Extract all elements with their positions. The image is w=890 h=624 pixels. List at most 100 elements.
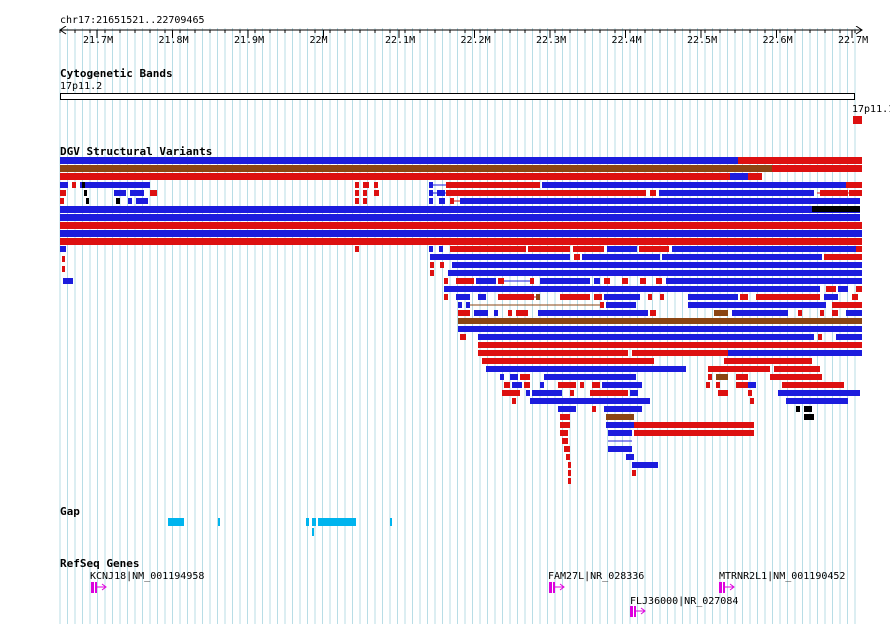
dgv-variant[interactable] (708, 374, 712, 380)
dgv-variant[interactable] (516, 310, 528, 316)
dgv-variant[interactable] (530, 278, 534, 284)
dgv-variant[interactable] (607, 246, 637, 252)
dgv-variant[interactable] (660, 294, 664, 300)
dgv-variant[interactable] (648, 294, 652, 300)
dgv-variant[interactable] (458, 302, 462, 308)
dgv-variant[interactable] (60, 238, 862, 245)
dgv-variant[interactable] (568, 470, 571, 476)
dgv-variant[interactable] (786, 398, 848, 404)
dgv-variant[interactable] (458, 310, 470, 316)
dgv-variant[interactable] (570, 390, 574, 396)
dgv-variant[interactable] (634, 430, 754, 436)
dgv-variant[interactable] (452, 262, 862, 268)
dgv-variant[interactable] (564, 446, 570, 452)
dgv-variant[interactable] (363, 182, 369, 188)
dgv-variant[interactable] (736, 374, 748, 380)
dgv-variant[interactable] (450, 198, 454, 204)
dgv-variant[interactable] (606, 302, 636, 308)
dgv-variant[interactable] (634, 422, 754, 428)
dgv-variant[interactable] (573, 246, 577, 252)
dgv-variant[interactable] (510, 374, 518, 380)
dgv-variant[interactable] (482, 358, 654, 364)
dgv-variant[interactable] (576, 246, 604, 252)
dgv-variant[interactable] (544, 374, 636, 380)
dgv-variant[interactable] (818, 334, 822, 340)
dgv-variant[interactable] (450, 246, 526, 252)
dgv-variant[interactable] (116, 198, 120, 204)
dgv-variant[interactable] (430, 270, 434, 276)
dgv-variant[interactable] (444, 278, 448, 284)
gene-mtrnr2l1[interactable] (723, 582, 725, 593)
dgv-variant[interactable] (632, 470, 636, 476)
dgv-variant[interactable] (608, 430, 632, 436)
dgv-variant[interactable] (740, 294, 748, 300)
dgv-variant[interactable] (666, 278, 862, 284)
dgv-variant[interactable] (444, 294, 448, 300)
dgv-variant[interactable] (60, 230, 862, 237)
gap-feature[interactable] (306, 518, 309, 526)
dgv-variant[interactable] (774, 366, 820, 372)
dgv-variant[interactable] (528, 246, 570, 252)
dgv-variant[interactable] (150, 190, 157, 196)
dgv-variant[interactable] (84, 190, 87, 196)
dgv-variant[interactable] (478, 334, 814, 340)
gap-feature[interactable] (318, 518, 356, 526)
dgv-variant[interactable] (500, 374, 504, 380)
dgv-variant[interactable] (474, 310, 488, 316)
dgv-variant[interactable] (659, 190, 814, 196)
dgv-variant[interactable] (439, 246, 443, 252)
dgv-variant[interactable] (594, 294, 602, 300)
gene-mtrnr2l1[interactable] (719, 582, 722, 593)
dgv-variant[interactable] (374, 182, 378, 188)
dgv-variant[interactable] (60, 198, 64, 204)
dgv-variant[interactable] (363, 190, 367, 196)
dgv-variant[interactable] (662, 254, 822, 260)
dgv-variant[interactable] (532, 390, 562, 396)
dgv-variant[interactable] (60, 246, 66, 252)
dgv-variant[interactable] (770, 374, 822, 380)
dgv-variant[interactable] (560, 422, 570, 428)
dgv-variant[interactable] (832, 310, 838, 316)
dgv-variant[interactable] (130, 190, 144, 196)
dgv-variant[interactable] (728, 350, 862, 356)
dgv-variant[interactable] (824, 254, 862, 260)
dgv-variant[interactable] (560, 430, 568, 436)
dgv-variant[interactable] (718, 390, 728, 396)
dgv-variant[interactable] (846, 310, 862, 316)
gene-kcnj18[interactable] (95, 582, 97, 593)
dgv-variant[interactable] (60, 173, 730, 180)
dgv-variant[interactable] (374, 190, 379, 196)
dgv-variant[interactable] (688, 294, 738, 300)
dgv-variant[interactable] (476, 278, 496, 284)
dgv-variant[interactable] (363, 198, 367, 204)
dgv-variant[interactable] (536, 294, 540, 300)
gene-flj36000[interactable] (630, 606, 633, 617)
dgv-variant[interactable] (60, 157, 738, 164)
dgv-variant[interactable] (542, 182, 862, 188)
dgv-variant[interactable] (355, 190, 359, 196)
dgv-variant[interactable] (80, 182, 150, 188)
dgv-variant[interactable] (856, 286, 862, 292)
dgv-variant[interactable] (86, 198, 89, 204)
dgv-variant[interactable] (778, 390, 860, 396)
dgv-variant[interactable] (804, 406, 812, 412)
gap-feature[interactable] (218, 518, 220, 526)
dgv-variant[interactable] (796, 406, 800, 412)
dgv-variant[interactable] (504, 382, 510, 388)
gene-fam27l[interactable] (549, 582, 552, 593)
dgv-variant[interactable] (538, 310, 648, 316)
dgv-variant[interactable] (708, 366, 712, 372)
gap-feature[interactable] (168, 518, 184, 526)
dgv-variant[interactable] (512, 398, 516, 404)
dgv-variant[interactable] (836, 334, 862, 340)
gap-feature[interactable] (312, 518, 316, 526)
dgv-variant[interactable] (736, 382, 748, 388)
cytoband-17p11-2[interactable] (60, 93, 855, 100)
gene-label-fam27l[interactable]: FAM27L|NR_028336 (548, 571, 645, 582)
dgv-variant[interactable] (114, 190, 126, 196)
dgv-variant[interactable] (60, 190, 66, 196)
dgv-variant[interactable] (458, 318, 862, 324)
dgv-variant[interactable] (782, 382, 844, 388)
dgv-variant[interactable] (136, 198, 148, 204)
dgv-variant[interactable] (600, 302, 604, 308)
